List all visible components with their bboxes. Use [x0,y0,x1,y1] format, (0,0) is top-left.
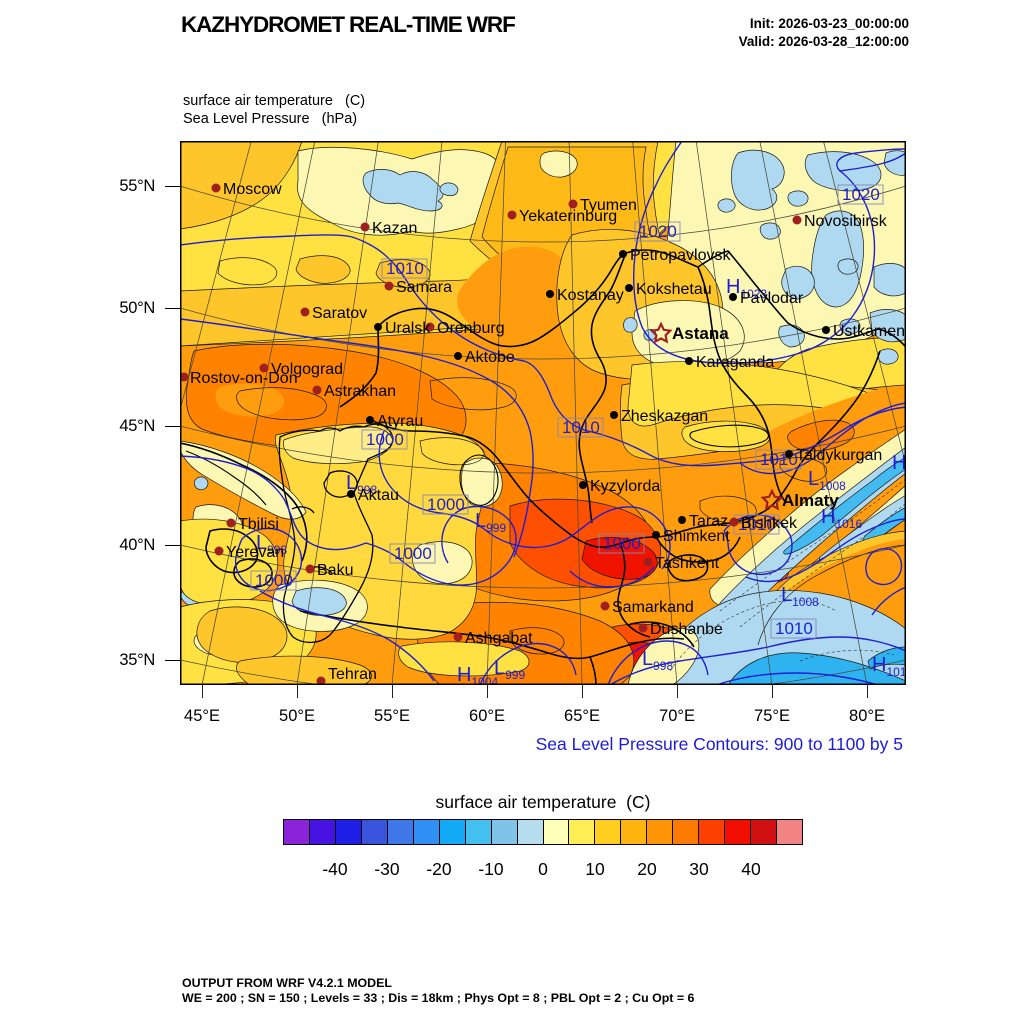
svg-text:Moscow: Moscow [223,181,282,198]
svg-text:Saratov: Saratov [312,305,367,322]
svg-text:1020: 1020 [639,222,677,241]
svg-text:Zheskazgan: Zheskazgan [621,408,708,425]
svg-text:Baku: Baku [317,562,353,579]
svg-text:Yekaterinburg: Yekaterinburg [519,208,617,225]
svg-text:Tehran: Tehran [328,666,377,683]
svg-text:Tyumen: Tyumen [580,197,637,214]
svg-text:Shimkent: Shimkent [663,528,730,545]
svg-text:Orenburg: Orenburg [437,320,505,337]
svg-text:Astrakhan: Astrakhan [324,383,396,400]
svg-text:L998: L998 [346,472,377,497]
svg-text:1000: 1000 [394,544,432,563]
svg-text:Rostov-on-Don: Rostov-on-Don [190,370,298,387]
svg-text:1000: 1000 [603,534,641,553]
svg-text:1010: 1010 [562,418,600,437]
svg-text:Ustkamen: Ustkamen [833,323,905,340]
svg-text:Uralsk: Uralsk [385,320,431,337]
svg-text:Tbilisi: Tbilisi [238,516,279,533]
svg-text:Aktau: Aktau [358,487,399,504]
svg-text:Dushanbe: Dushanbe [650,621,723,638]
svg-text:Petropavlovsk: Petropavlovsk [630,247,731,264]
svg-text:Novosibirsk: Novosibirsk [804,213,888,230]
svg-text:Karaganda: Karaganda [696,354,774,371]
svg-text:1010: 1010 [738,515,776,534]
svg-text:Astana: Astana [672,324,729,343]
svg-text:Almaty: Almaty [782,491,839,510]
svg-text:Bishkek: Bishkek [741,515,798,532]
svg-text:1000: 1000 [427,495,465,514]
svg-text:1000: 1000 [255,571,293,590]
svg-text:1010: 1010 [386,259,424,278]
svg-text:Taldykurgan: Taldykurgan [796,447,882,464]
svg-text:H: H [892,452,906,474]
svg-text:Atyrau: Atyrau [377,413,423,430]
svg-text:1010: 1010 [775,619,813,638]
svg-text:Tashkent: Tashkent [655,555,720,572]
svg-text:Pavlodar: Pavlodar [740,290,804,307]
svg-text:Kostanay: Kostanay [557,287,624,304]
svg-text:Ashgabat: Ashgabat [465,630,533,647]
svg-text:Taraz: Taraz [689,513,728,530]
svg-text:Kazan: Kazan [372,220,417,237]
svg-text:Kokshetau: Kokshetau [636,281,712,298]
svg-text:Yerevan: Yerevan [226,544,284,561]
svg-text:Kyzylorda: Kyzylorda [590,478,660,495]
svg-text:Volgograd: Volgograd [271,361,343,378]
svg-text:1000: 1000 [366,430,404,449]
svg-text:Aktobe: Aktobe [465,349,515,366]
svg-text:Samara: Samara [396,279,452,296]
svg-text:Samarkand: Samarkand [612,599,694,616]
svg-text:1020: 1020 [842,185,880,204]
